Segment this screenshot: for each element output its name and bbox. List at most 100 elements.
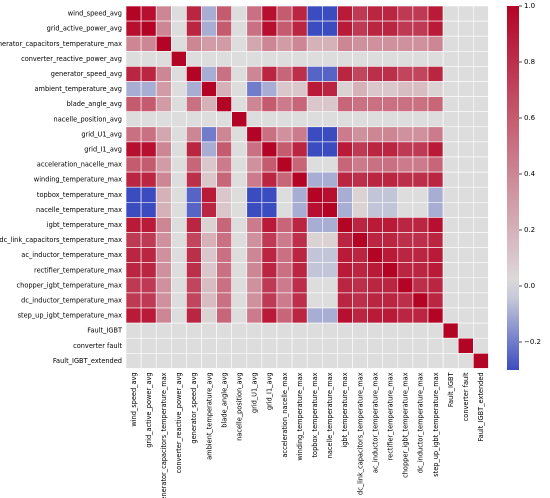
heatmap-cell bbox=[246, 20, 263, 37]
y-tick-label: acceleration_nacelle_max bbox=[37, 161, 122, 169]
heatmap-cell bbox=[306, 337, 323, 354]
heatmap-cell bbox=[306, 35, 323, 52]
heatmap-cell bbox=[457, 96, 474, 112]
heatmap-cell bbox=[337, 50, 353, 67]
heatmap-cell bbox=[382, 81, 399, 97]
heatmap-cell bbox=[201, 35, 217, 52]
heatmap-cell bbox=[246, 322, 263, 339]
heatmap-cell bbox=[171, 337, 187, 354]
heatmap-cell bbox=[397, 307, 414, 324]
y-tick-label: nacelle_temperature_max bbox=[36, 206, 122, 214]
heatmap-cell bbox=[216, 126, 233, 143]
x-tick-label: converter_reactive_power_avg bbox=[175, 372, 183, 473]
heatmap-cell bbox=[291, 262, 308, 279]
heatmap-cell bbox=[412, 111, 429, 128]
heatmap-cell bbox=[231, 186, 248, 203]
heatmap-cell bbox=[140, 96, 157, 112]
heatmap-cell bbox=[201, 141, 217, 158]
heatmap-cell bbox=[367, 96, 384, 112]
heatmap-cell bbox=[291, 50, 308, 67]
x-tick-label: nacelle_position_avg bbox=[235, 372, 243, 440]
heatmap-cell bbox=[472, 292, 489, 309]
x-tick-label: igbt_temperature_max bbox=[341, 372, 349, 447]
heatmap-cell bbox=[140, 217, 157, 233]
heatmap-cell bbox=[427, 352, 444, 369]
heatmap-cell bbox=[155, 352, 172, 369]
heatmap-cell bbox=[155, 186, 172, 203]
heatmap-cell bbox=[291, 217, 308, 233]
heatmap-cell bbox=[276, 111, 293, 128]
heatmap-cell bbox=[216, 352, 233, 369]
heatmap-cell bbox=[442, 277, 459, 294]
heatmap-cell bbox=[472, 202, 489, 218]
heatmap-cell bbox=[171, 66, 187, 82]
heatmap-cell bbox=[155, 247, 172, 264]
heatmap-cell bbox=[397, 292, 414, 309]
heatmap-cell bbox=[427, 337, 444, 354]
heatmap-cell bbox=[201, 292, 217, 309]
heatmap-cell bbox=[457, 171, 474, 188]
heatmap-cell bbox=[216, 232, 233, 248]
heatmap-cell bbox=[457, 66, 474, 82]
heatmap-cell bbox=[216, 141, 233, 158]
heatmap-cell bbox=[337, 5, 353, 22]
heatmap-cell bbox=[231, 217, 248, 233]
heatmap-cell bbox=[337, 307, 353, 324]
heatmap-cell bbox=[352, 171, 368, 188]
heatmap-cell bbox=[171, 171, 187, 188]
heatmap-cell bbox=[382, 262, 399, 279]
heatmap-cell bbox=[382, 126, 399, 143]
heatmap-cell bbox=[186, 5, 202, 22]
heatmap-cell bbox=[186, 35, 202, 52]
heatmap-cell bbox=[291, 352, 308, 369]
heatmap-cell bbox=[231, 20, 248, 37]
heatmap-cell bbox=[140, 307, 157, 324]
heatmap-cell bbox=[231, 156, 248, 173]
heatmap-cell bbox=[291, 247, 308, 264]
heatmap-cell bbox=[246, 277, 263, 294]
heatmap-cells bbox=[125, 5, 489, 369]
heatmap-cell bbox=[321, 141, 338, 158]
heatmap-cell bbox=[125, 156, 142, 173]
heatmap-cell bbox=[261, 96, 278, 112]
heatmap-cell bbox=[171, 111, 187, 128]
heatmap-cell bbox=[427, 232, 444, 248]
heatmap-cell bbox=[246, 232, 263, 248]
heatmap-cell bbox=[261, 186, 278, 203]
heatmap-cell bbox=[472, 81, 489, 97]
heatmap-cell bbox=[337, 126, 353, 143]
heatmap-cell bbox=[367, 111, 384, 128]
heatmap-cell bbox=[140, 322, 157, 339]
heatmap-cell bbox=[472, 217, 489, 233]
y-tick-label: Fault_IGBT_extended bbox=[53, 357, 122, 365]
colorbar-tick-label: 0.6 bbox=[524, 114, 536, 122]
heatmap-cell bbox=[231, 202, 248, 218]
heatmap-cell bbox=[291, 337, 308, 354]
heatmap-cell bbox=[140, 262, 157, 279]
heatmap-cell bbox=[291, 156, 308, 173]
heatmap-cell bbox=[246, 66, 263, 82]
heatmap-cell bbox=[472, 111, 489, 128]
heatmap-cell bbox=[216, 247, 233, 264]
heatmap-cell bbox=[427, 5, 444, 22]
heatmap-cell bbox=[246, 35, 263, 52]
heatmap-cell bbox=[125, 352, 142, 369]
heatmap-cell bbox=[472, 262, 489, 279]
heatmap-cell bbox=[171, 322, 187, 339]
heatmap-cell bbox=[472, 20, 489, 37]
heatmap-cell bbox=[367, 217, 384, 233]
heatmap-cell bbox=[397, 141, 414, 158]
heatmap-cell bbox=[412, 307, 429, 324]
heatmap-cell bbox=[337, 202, 353, 218]
heatmap-cell bbox=[231, 66, 248, 82]
y-tick-label: dc_link_capacitors_temperature_max bbox=[0, 236, 122, 244]
heatmap-cell bbox=[442, 247, 459, 264]
x-tick-label: Fault_IGBT bbox=[447, 371, 455, 407]
heatmap-cell bbox=[261, 202, 278, 218]
heatmap-cell bbox=[246, 141, 263, 158]
heatmap-cell bbox=[125, 66, 142, 82]
heatmap-cell bbox=[216, 35, 233, 52]
heatmap-cell bbox=[382, 96, 399, 112]
heatmap-cell bbox=[412, 81, 429, 97]
